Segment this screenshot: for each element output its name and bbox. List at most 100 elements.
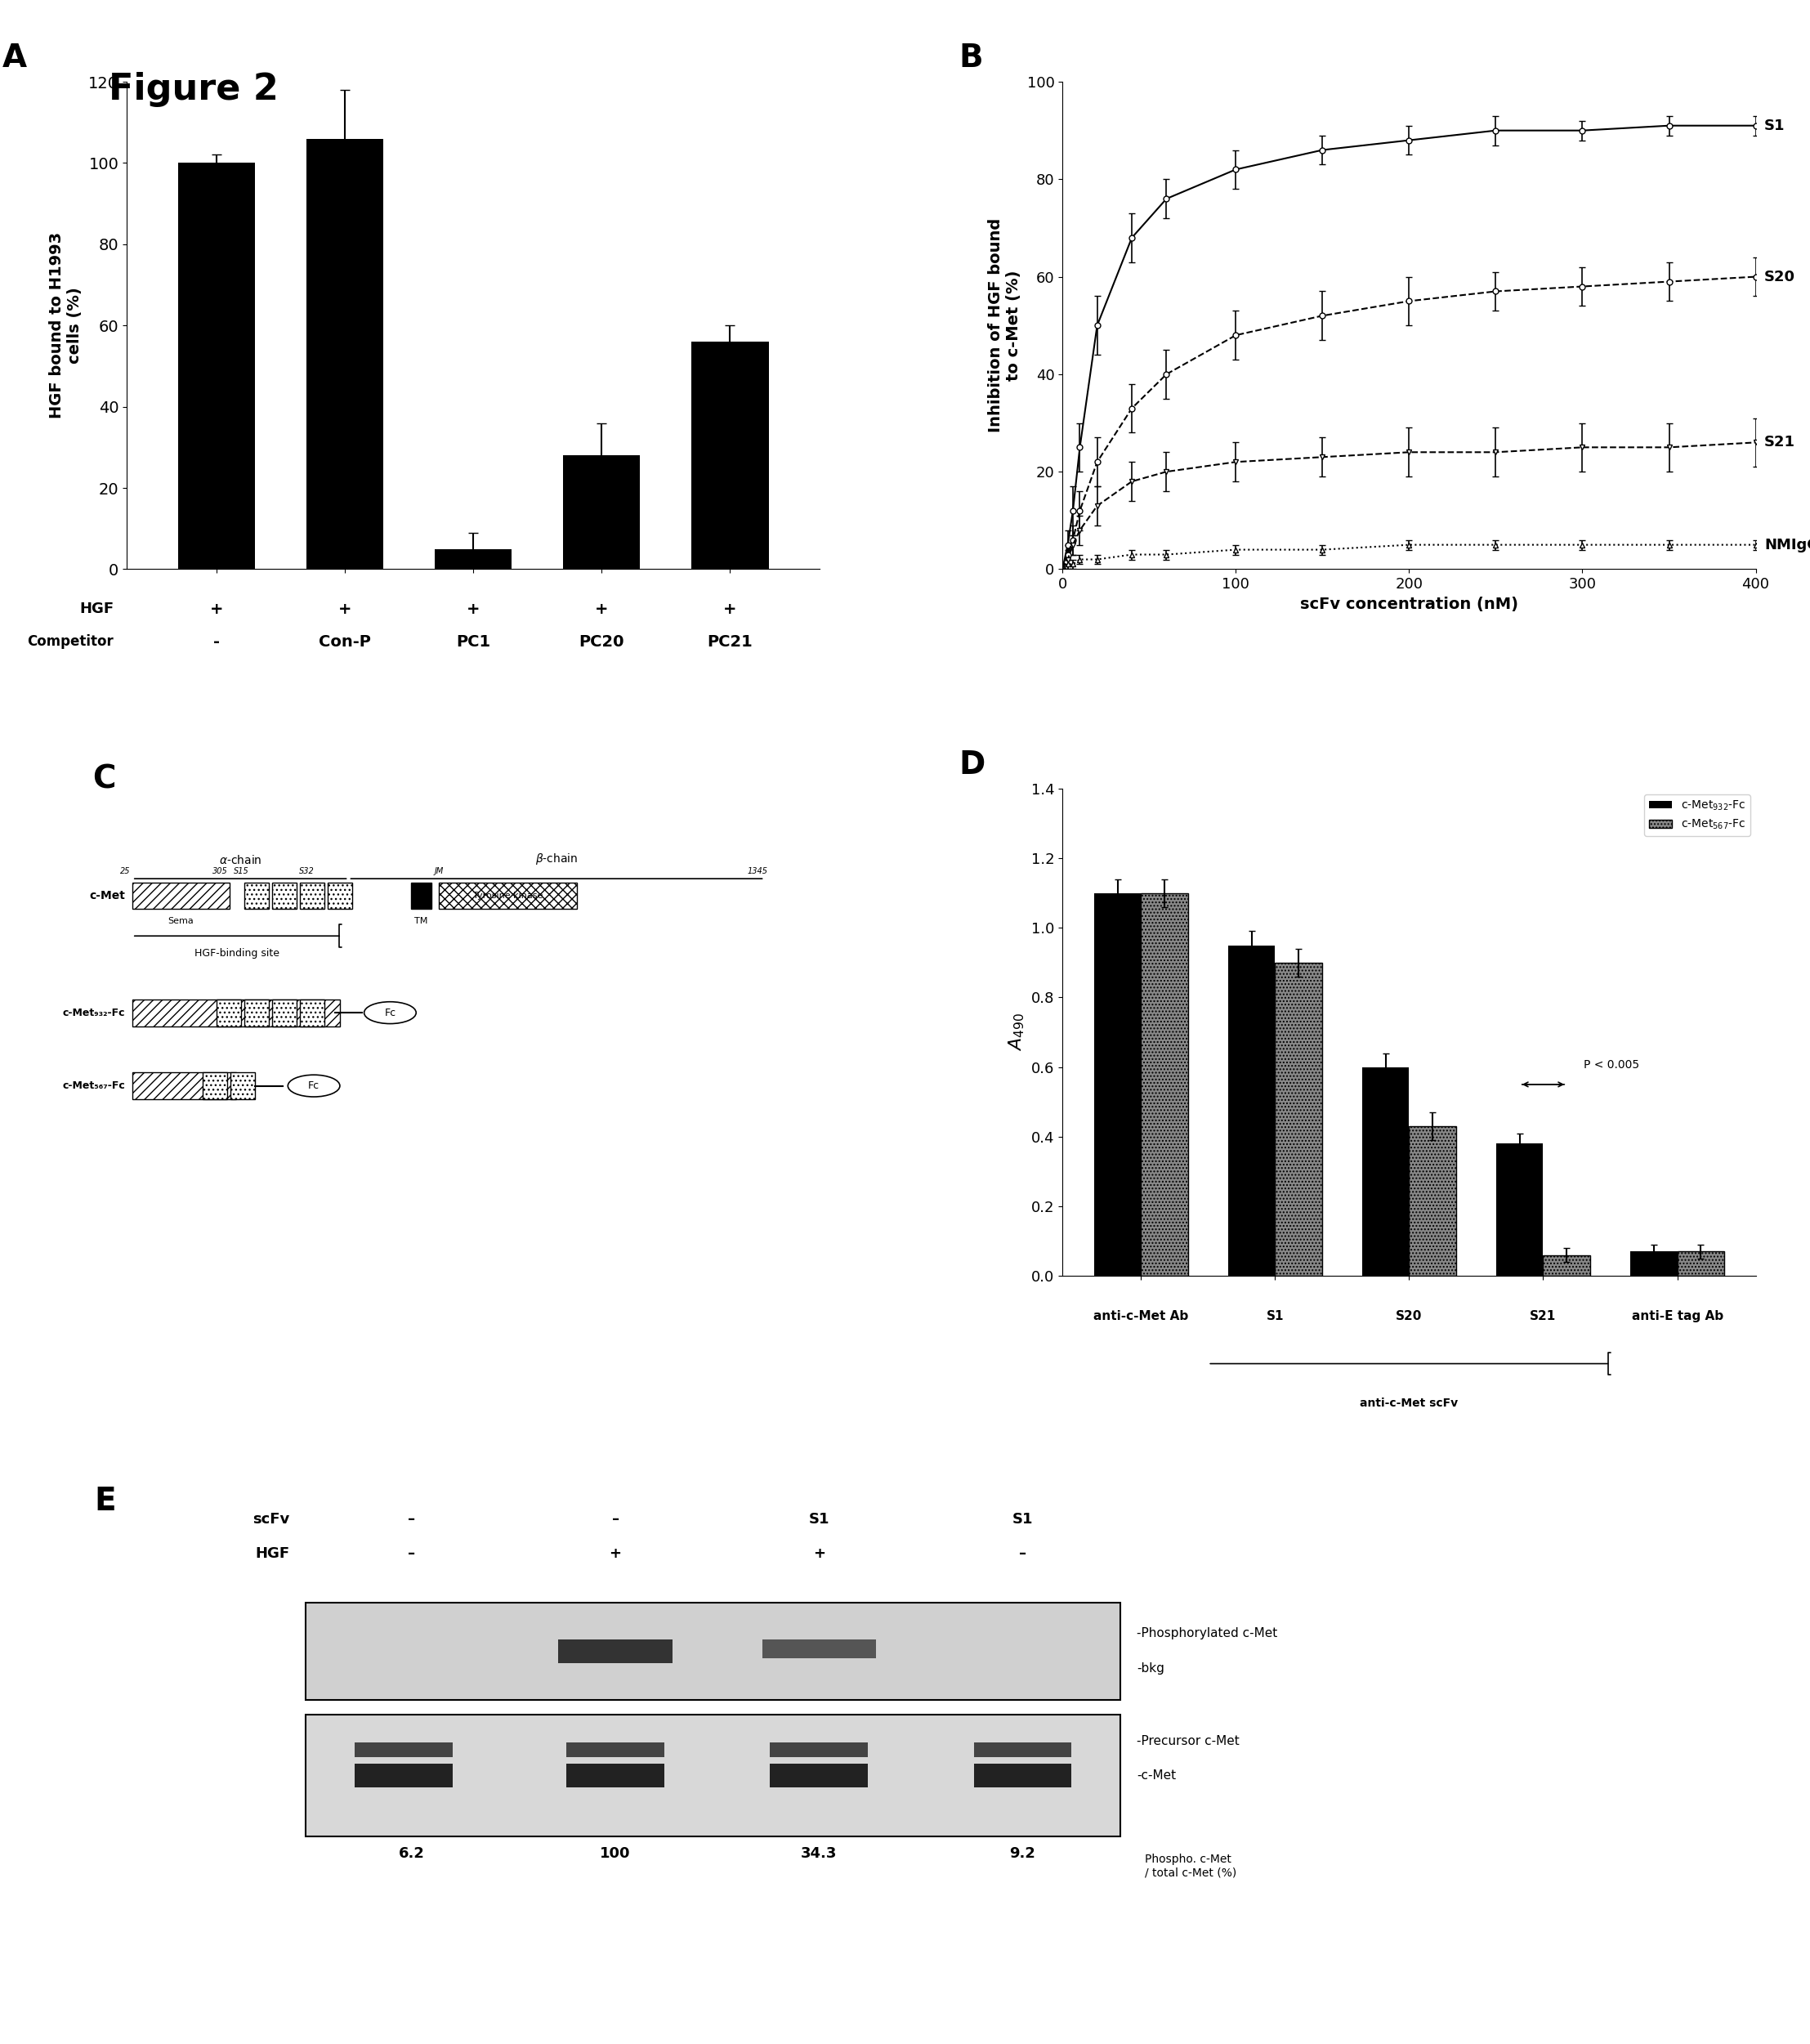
- Text: HGF: HGF: [255, 1547, 290, 1562]
- Bar: [1497, 1145, 1544, 1275]
- Bar: [306, 139, 384, 568]
- Bar: [1093, 893, 1140, 1275]
- Text: S20: S20: [1396, 1310, 1423, 1322]
- Bar: [563, 456, 641, 568]
- Text: -: -: [214, 634, 219, 650]
- Bar: [438, 883, 577, 910]
- Text: -c-Met: -c-Met: [1137, 1770, 1176, 1782]
- Text: +: +: [210, 601, 223, 617]
- Text: Sema: Sema: [168, 918, 194, 926]
- Text: Tyrosine kinase: Tyrosine kinase: [472, 891, 543, 899]
- Bar: [974, 1764, 1072, 1788]
- Bar: [300, 883, 324, 910]
- Bar: [203, 1073, 228, 1100]
- Text: $\beta$-chain: $\beta$-chain: [536, 852, 577, 867]
- Text: –: –: [612, 1513, 619, 1527]
- Legend: c-Met$_{932}$-Fc, c-Met$_{567}$-Fc: c-Met$_{932}$-Fc, c-Met$_{567}$-Fc: [1643, 795, 1750, 836]
- Bar: [177, 164, 255, 568]
- Bar: [691, 341, 769, 568]
- Text: 305: 305: [212, 867, 228, 875]
- Text: 34.3: 34.3: [800, 1846, 838, 1860]
- Text: S1: S1: [1765, 119, 1785, 133]
- Bar: [217, 1000, 241, 1026]
- Bar: [762, 1639, 876, 1658]
- Text: P < 0.005: P < 0.005: [1584, 1059, 1640, 1071]
- Text: HGF-binding site: HGF-binding site: [194, 948, 279, 959]
- Text: PC21: PC21: [708, 634, 753, 650]
- Bar: [132, 1000, 340, 1026]
- Text: Con-P: Con-P: [319, 634, 371, 650]
- Bar: [771, 1764, 869, 1788]
- Text: C: C: [92, 764, 116, 795]
- Text: JM: JM: [434, 867, 443, 875]
- Bar: [567, 1744, 664, 1758]
- Text: 25: 25: [119, 867, 130, 875]
- Text: S20: S20: [1765, 270, 1796, 284]
- Bar: [1544, 1255, 1591, 1275]
- Text: 9.2: 9.2: [1010, 1846, 1035, 1860]
- Text: anti-c-Met scFv: anti-c-Met scFv: [1359, 1398, 1459, 1408]
- Bar: [244, 883, 270, 910]
- Text: +: +: [813, 1547, 825, 1562]
- Bar: [1631, 1251, 1678, 1275]
- Text: PC20: PC20: [579, 634, 624, 650]
- Text: B: B: [959, 43, 983, 74]
- Text: Fc: Fc: [384, 1008, 396, 1018]
- Text: $\alpha$-chain: $\alpha$-chain: [219, 854, 262, 867]
- Text: 100: 100: [601, 1846, 630, 1860]
- Bar: [230, 1073, 255, 1100]
- Text: –: –: [407, 1547, 416, 1562]
- Text: Figure 2: Figure 2: [109, 72, 279, 106]
- Text: -Precursor c-Met: -Precursor c-Met: [1137, 1735, 1240, 1748]
- Text: PC1: PC1: [456, 634, 491, 650]
- Bar: [306, 1602, 1120, 1701]
- Text: E: E: [94, 1486, 116, 1517]
- Bar: [771, 1744, 869, 1758]
- Bar: [567, 1764, 664, 1788]
- Text: +: +: [595, 601, 608, 617]
- Bar: [244, 1000, 270, 1026]
- Text: S1: S1: [1267, 1310, 1283, 1322]
- Text: c-Met₅₆₇-Fc: c-Met₅₆₇-Fc: [63, 1081, 125, 1091]
- Text: S1: S1: [809, 1513, 829, 1527]
- Text: Phospho. c-Met
/ total c-Met (%): Phospho. c-Met / total c-Met (%): [1144, 1854, 1236, 1878]
- Text: +: +: [610, 1547, 621, 1562]
- Bar: [132, 883, 230, 910]
- Text: S32: S32: [299, 867, 315, 875]
- Text: -bkg: -bkg: [1137, 1662, 1164, 1674]
- Ellipse shape: [288, 1075, 340, 1098]
- Bar: [355, 1744, 452, 1758]
- Text: A: A: [2, 43, 27, 74]
- Text: +: +: [724, 601, 737, 617]
- Text: anti-c-Met Ab: anti-c-Met Ab: [1093, 1310, 1189, 1322]
- Text: S15: S15: [233, 867, 248, 875]
- Text: –: –: [407, 1513, 416, 1527]
- Text: TM: TM: [414, 918, 427, 926]
- Bar: [355, 1764, 452, 1788]
- Bar: [411, 883, 433, 910]
- Bar: [1140, 893, 1187, 1275]
- Bar: [974, 1744, 1072, 1758]
- Bar: [557, 1639, 672, 1664]
- Bar: [1229, 944, 1274, 1275]
- Bar: [1363, 1067, 1410, 1275]
- Bar: [306, 1715, 1120, 1836]
- Bar: [300, 1000, 324, 1026]
- Bar: [1678, 1251, 1725, 1275]
- Text: HGF: HGF: [80, 601, 114, 617]
- Text: +: +: [467, 601, 480, 617]
- Text: –: –: [1019, 1547, 1026, 1562]
- Text: anti-E tag Ab: anti-E tag Ab: [1631, 1310, 1723, 1322]
- Text: Fc: Fc: [308, 1081, 320, 1091]
- Text: D: D: [959, 750, 985, 781]
- Bar: [272, 1000, 297, 1026]
- Text: 1345: 1345: [748, 867, 767, 875]
- Ellipse shape: [364, 1002, 416, 1024]
- Text: c-Met: c-Met: [89, 889, 125, 901]
- Text: +: +: [338, 601, 351, 617]
- Text: Competitor: Competitor: [27, 634, 114, 648]
- Bar: [1274, 963, 1321, 1275]
- Text: S1: S1: [1012, 1513, 1034, 1527]
- Text: -Phosphorylated c-Met: -Phosphorylated c-Met: [1137, 1627, 1278, 1639]
- Y-axis label: Inhibition of HGF bound
to c-Met (%): Inhibition of HGF bound to c-Met (%): [988, 219, 1021, 433]
